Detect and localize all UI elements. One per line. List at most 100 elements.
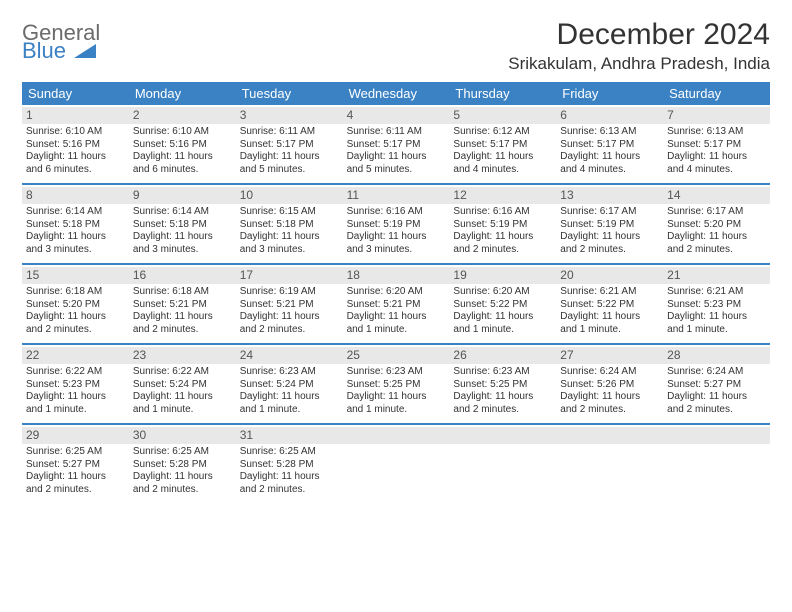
sunset-text: Sunset: 5:16 PM <box>26 139 125 152</box>
day-number: 21 <box>663 267 770 284</box>
calendar-cell: 11Sunrise: 6:16 AMSunset: 5:19 PMDayligh… <box>343 185 450 263</box>
sunrise-text: Sunrise: 6:11 AM <box>240 126 339 139</box>
daylight-text: Daylight: 11 hours and 3 minutes. <box>133 231 232 256</box>
calendar-cell: 10Sunrise: 6:15 AMSunset: 5:18 PMDayligh… <box>236 185 343 263</box>
sunset-text: Sunset: 5:21 PM <box>347 299 446 312</box>
day-number <box>449 427 556 444</box>
day-number: 5 <box>449 107 556 124</box>
daylight-text: Daylight: 11 hours and 2 minutes. <box>26 311 125 336</box>
daylight-text: Daylight: 11 hours and 1 minute. <box>453 311 552 336</box>
sunrise-text: Sunrise: 6:18 AM <box>26 286 125 299</box>
sunset-text: Sunset: 5:20 PM <box>26 299 125 312</box>
day-number <box>663 427 770 444</box>
calendar-cell: 22Sunrise: 6:22 AMSunset: 5:23 PMDayligh… <box>22 345 129 423</box>
day-number: 4 <box>343 107 450 124</box>
daylight-text: Daylight: 11 hours and 2 minutes. <box>133 471 232 496</box>
calendar-cell: 12Sunrise: 6:16 AMSunset: 5:19 PMDayligh… <box>449 185 556 263</box>
daylight-text: Daylight: 11 hours and 1 minute. <box>26 391 125 416</box>
sunrise-text: Sunrise: 6:22 AM <box>133 366 232 379</box>
sunset-text: Sunset: 5:16 PM <box>133 139 232 152</box>
daylight-text: Daylight: 11 hours and 2 minutes. <box>133 311 232 336</box>
calendar-cell: 30 Sunrise: 6:25 AMSunset: 5:28 PMDayligh… <box>129 425 236 503</box>
daylight-text: Daylight: 11 hours and 2 minutes. <box>560 231 659 256</box>
daylight-text: Daylight: 11 hours and 4 minutes. <box>560 151 659 176</box>
sunrise-text: Sunrise: 6:13 AM <box>667 126 766 139</box>
sunrise-text: Sunrise: 6:23 AM <box>453 366 552 379</box>
sunset-text: Sunset: 5:19 PM <box>560 219 659 232</box>
day-number: 26 <box>449 347 556 364</box>
day-number: 23 <box>129 347 236 364</box>
calendar-cell: 26Sunrise: 6:23 AMSunset: 5:25 PMDayligh… <box>449 345 556 423</box>
sunrise-text: Sunrise: 6:25 AM <box>26 446 125 459</box>
calendar-cell <box>343 425 450 503</box>
calendar-cell: 4Sunrise: 6:11 AMSunset: 5:17 PMDaylight… <box>343 105 450 183</box>
sunset-text: Sunset: 5:17 PM <box>453 139 552 152</box>
daylight-text: Daylight: 11 hours and 1 minute. <box>133 391 232 416</box>
sunrise-text: Sunrise: 6:23 AM <box>347 366 446 379</box>
day-number: 15 <box>22 267 129 284</box>
calendar-cell: 19Sunrise: 6:20 AMSunset: 5:22 PMDayligh… <box>449 265 556 343</box>
sunrise-text: Sunrise: 6:20 AM <box>347 286 446 299</box>
day-number: 28 <box>663 347 770 364</box>
day-number: 2 <box>129 107 236 124</box>
calendar-cell: 17 Sunrise: 6:19 AMSunset: 5:21 PMDayligh… <box>236 265 343 343</box>
calendar-cell: 24Sunrise: 6:23 AMSunset: 5:24 PMDayligh… <box>236 345 343 423</box>
daylight-text: Daylight: 11 hours and 2 minutes. <box>667 391 766 416</box>
sunrise-text: Sunrise: 6:22 AM <box>26 366 125 379</box>
weekday-header: Tuesday <box>236 82 343 105</box>
daylight-text: Daylight: 11 hours and 1 minute. <box>347 311 446 336</box>
weekday-header: Wednesday <box>343 82 450 105</box>
day-number: 16 <box>129 267 236 284</box>
daylight-text: Daylight: 11 hours and 2 minutes. <box>240 311 339 336</box>
sunrise-text: Sunrise: 6:25 AM <box>240 446 339 459</box>
weekday-header: Saturday <box>663 82 770 105</box>
sunrise-text: Sunrise: 6:19 AM <box>240 286 339 299</box>
sunset-text: Sunset: 5:22 PM <box>560 299 659 312</box>
sunset-text: Sunset: 5:28 PM <box>133 459 232 472</box>
calendar-cell: 9Sunrise: 6:14 AMSunset: 5:18 PMDaylight… <box>129 185 236 263</box>
sunrise-text: Sunrise: 6:17 AM <box>667 206 766 219</box>
sunrise-text: Sunrise: 6:14 AM <box>133 206 232 219</box>
day-number: 3 <box>236 107 343 124</box>
sunrise-text: Sunrise: 6:18 AM <box>133 286 232 299</box>
day-number <box>556 427 663 444</box>
sunrise-text: Sunrise: 6:15 AM <box>240 206 339 219</box>
calendar-cell: 18Sunrise: 6:20 AMSunset: 5:21 PMDayligh… <box>343 265 450 343</box>
day-number: 31 <box>236 427 343 444</box>
sunset-text: Sunset: 5:18 PM <box>26 219 125 232</box>
day-number: 27 <box>556 347 663 364</box>
sunrise-text: Sunrise: 6:21 AM <box>560 286 659 299</box>
day-number: 14 <box>663 187 770 204</box>
sunrise-text: Sunrise: 6:13 AM <box>560 126 659 139</box>
calendar-cell: 31Sunrise: 6:25 AMSunset: 5:28 PMDayligh… <box>236 425 343 503</box>
sunset-text: Sunset: 5:23 PM <box>26 379 125 392</box>
calendar-cell: 2Sunrise: 6:10 AMSunset: 5:16 PMDaylight… <box>129 105 236 183</box>
calendar-cell <box>449 425 556 503</box>
sunrise-text: Sunrise: 6:24 AM <box>560 366 659 379</box>
calendar-cell: 13Sunrise: 6:17 AMSunset: 5:19 PMDayligh… <box>556 185 663 263</box>
calendar-cell: 21Sunrise: 6:21 AMSunset: 5:23 PMDayligh… <box>663 265 770 343</box>
daylight-text: Daylight: 11 hours and 3 minutes. <box>26 231 125 256</box>
weekday-header: Sunday <box>22 82 129 105</box>
daylight-text: Daylight: 11 hours and 3 minutes. <box>347 231 446 256</box>
sunset-text: Sunset: 5:18 PM <box>133 219 232 232</box>
day-number: 25 <box>343 347 450 364</box>
sunset-text: Sunset: 5:17 PM <box>667 139 766 152</box>
day-number: 10 <box>236 187 343 204</box>
sunset-text: Sunset: 5:17 PM <box>240 139 339 152</box>
calendar-cell: 15 Sunrise: 6:18 AMSunset: 5:20 PMDayligh… <box>22 265 129 343</box>
header: General Blue December 2024 Srikakulam, A… <box>22 18 770 74</box>
daylight-text: Daylight: 11 hours and 6 minutes. <box>26 151 125 176</box>
sunset-text: Sunset: 5:24 PM <box>133 379 232 392</box>
sunrise-text: Sunrise: 6:17 AM <box>560 206 659 219</box>
sunset-text: Sunset: 5:21 PM <box>240 299 339 312</box>
calendar-cell: 1Sunrise: 6:10 AMSunset: 5:16 PMDaylight… <box>22 105 129 183</box>
sunset-text: Sunset: 5:26 PM <box>560 379 659 392</box>
day-number: 24 <box>236 347 343 364</box>
day-number: 30 <box>129 427 236 444</box>
sunrise-text: Sunrise: 6:25 AM <box>133 446 232 459</box>
sunset-text: Sunset: 5:27 PM <box>667 379 766 392</box>
day-number: 17 <box>236 267 343 284</box>
day-number: 6 <box>556 107 663 124</box>
logo: General Blue <box>22 18 100 62</box>
